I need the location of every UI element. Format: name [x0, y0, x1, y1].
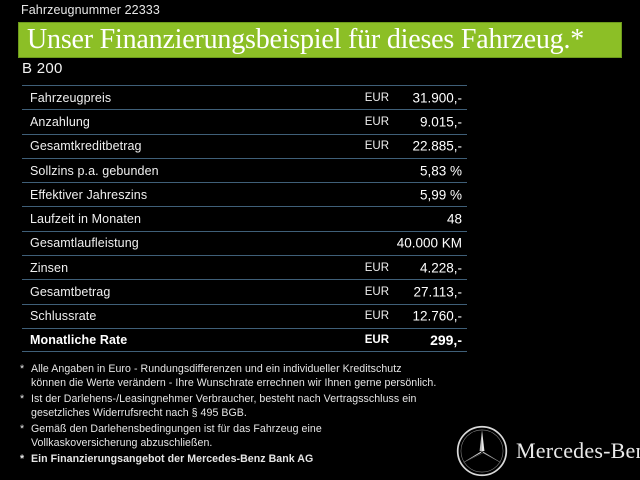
table-row: Fahrzeugpreis EUR 31.900,-: [22, 85, 467, 109]
row-label: Schlussrate: [30, 309, 97, 324]
row-currency: EUR: [364, 91, 389, 104]
row-value: 4.228,-: [419, 260, 462, 276]
row-currency: EUR: [364, 310, 389, 323]
table-row: Laufzeit in Monaten 48: [22, 206, 467, 230]
footnote-marker: *: [20, 423, 25, 436]
footnote-item: * Gemäß den Darlehensbedingungen ist für …: [20, 423, 450, 451]
row-value: 48: [446, 211, 462, 227]
table-row: Zinsen EUR 4.228,-: [22, 255, 467, 279]
footnote-line: Ein Finanzierungsangebot der Mercedes-Be…: [31, 453, 314, 466]
row-value: 12.760,-: [412, 308, 462, 324]
brand-wordmark: Mercedes-Benz: [516, 438, 640, 463]
row-label: Monatliche Rate: [30, 333, 128, 348]
table-row: Schlussrate EUR 12.760,-: [22, 303, 467, 328]
row-label: Laufzeit in Monaten: [30, 212, 142, 227]
row-label: Effektiver Jahreszins: [30, 187, 148, 202]
footnote-item: * Alle Angaben in Euro - Rundungsdifferen…: [20, 363, 450, 391]
row-label: Gesamtkreditbetrag: [30, 139, 142, 154]
row-currency: EUR: [364, 140, 389, 153]
table-row: Anzahlung EUR 9.015,-: [22, 109, 467, 133]
table-row: Gesamtkreditbetrag EUR 22.885,-: [22, 133, 467, 158]
footnote-marker: *: [20, 393, 25, 406]
row-label: Fahrzeugpreis: [30, 90, 112, 105]
row-currency: EUR: [364, 115, 389, 128]
footnote-item: * Ein Finanzierungsangebot der Mercedes-B…: [20, 453, 450, 467]
row-label: Anzahlung: [30, 114, 90, 129]
row-value: 299,-: [430, 332, 462, 349]
row-value: 5,99 %: [419, 187, 462, 203]
row-value: 5,83 %: [419, 163, 462, 179]
headline-banner: Unser Finanzierungsbeispiel für dieses F…: [18, 22, 622, 58]
finance-table: Fahrzeugpreis EUR 31.900,- Anzahlung EUR 9.01…: [22, 85, 467, 353]
table-row: Monatliche Rate EUR 299,-: [22, 327, 467, 353]
row-value: 22.885,-: [412, 138, 462, 154]
brand-lockup: Mercedes-Benz: [455, 424, 640, 478]
row-currency: EUR: [364, 261, 389, 274]
footnotes-list: * Alle Angaben in Euro - Rundungsdifferen…: [20, 363, 450, 470]
row-currency: EUR: [364, 334, 389, 347]
footnote-line: gesetzliches Widerrufsrecht nach § 495 B…: [31, 406, 247, 419]
footnote-line: Vollkaskoversicherung abzuschließen.: [31, 436, 213, 449]
footnote-line: können die Werte verändern - Ihre Wunsch…: [31, 376, 437, 389]
table-row: Gesamtlaufleistung 40.000 KM: [22, 230, 467, 255]
table-row: Gesamtbetrag EUR 27.113,-: [22, 279, 467, 303]
footnote-marker: *: [20, 363, 25, 375]
footnote-line: Gemäß den Darlehensbedingungen ist für d…: [31, 423, 322, 436]
row-label: Gesamtbetrag: [30, 285, 111, 300]
footnote-line: Ist der Darlehens-/Leasingnehmer Verbrau…: [31, 393, 417, 406]
vehicle-number: Fahrzeugnummer 22333: [21, 3, 160, 17]
row-label: Sollzins p.a. gebunden: [30, 163, 159, 178]
row-label: Zinsen: [30, 260, 69, 275]
headline-text: Unser Finanzierungsbeispiel für dieses F…: [27, 24, 585, 55]
footnote-item: * Ist der Darlehens-/Leasingnehmer Verbra…: [20, 393, 450, 421]
table-row: Effektiver Jahreszins 5,99 %: [22, 182, 467, 206]
vehicle-model: B 200: [22, 60, 63, 77]
row-value: 27.113,-: [413, 284, 462, 300]
row-value: 31.900,-: [412, 90, 462, 106]
mercedes-star-icon: [455, 424, 509, 478]
row-currency: EUR: [364, 286, 389, 299]
row-label: Gesamtlaufleistung: [30, 236, 139, 251]
table-row: Sollzins p.a. gebunden 5,83 %: [22, 157, 467, 182]
footnote-line: Alle Angaben in Euro - Rundungsdifferenz…: [31, 363, 402, 375]
footnote-marker: *: [20, 453, 25, 466]
row-value: 40.000 KM: [396, 235, 462, 251]
row-value: 9.015,-: [419, 114, 462, 130]
